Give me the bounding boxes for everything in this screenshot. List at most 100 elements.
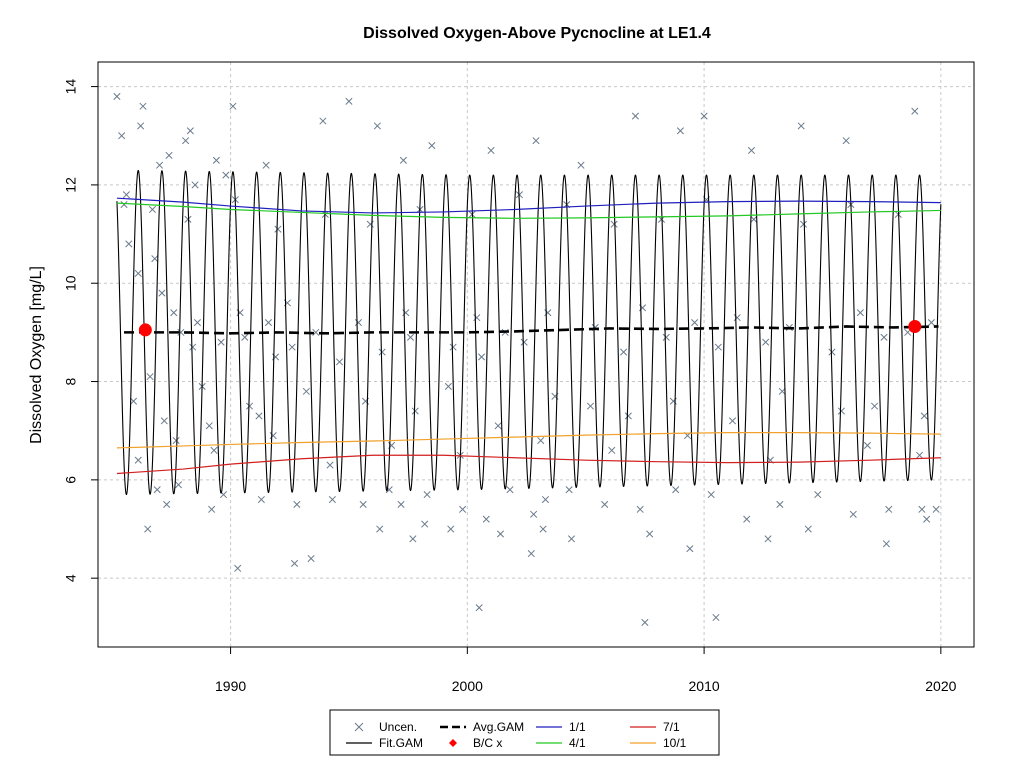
uncen-point <box>134 269 142 277</box>
uncen-point-stroke <box>428 142 436 150</box>
uncen-point <box>530 510 538 518</box>
uncen-point-stroke <box>172 436 180 445</box>
uncen-point <box>646 530 654 538</box>
uncen-point-stroke <box>274 225 282 233</box>
uncen-point-stroke <box>714 343 722 351</box>
uncen-point <box>217 338 225 346</box>
uncen-point-stroke <box>814 491 822 499</box>
legend-item: 10/1 <box>630 736 687 750</box>
uncen-point-stroke <box>335 358 344 366</box>
uncen-point <box>541 495 550 504</box>
bc-point <box>908 319 922 333</box>
uncen-point-stroke <box>160 417 168 425</box>
uncen-point <box>423 491 431 499</box>
uncen-point-stroke <box>932 505 940 513</box>
legend-item: B/C x <box>449 736 502 750</box>
uncen-point-stroke <box>496 530 505 538</box>
uncen-point-stroke <box>137 122 145 130</box>
uncen-point-stroke <box>144 525 152 533</box>
uncen-point-stroke <box>662 333 670 341</box>
series-lines <box>116 197 941 475</box>
uncen-point <box>172 436 180 445</box>
uncen-point-stroke <box>927 318 935 327</box>
fit-gam-line <box>116 169 942 496</box>
uncen-point-stroke <box>354 318 362 327</box>
uncen-point <box>290 559 299 567</box>
y-tick-label: 12 <box>63 177 79 193</box>
uncen-point <box>274 225 282 233</box>
uncen-point <box>707 491 715 499</box>
uncen-point-stroke <box>449 343 457 351</box>
uncen-point-stroke <box>217 338 225 346</box>
uncen-point <box>691 318 699 327</box>
uncen-point <box>918 505 926 513</box>
uncen-point-stroke <box>776 500 784 508</box>
uncen-point <box>837 407 845 415</box>
uncen-point <box>459 505 467 513</box>
uncen-point <box>797 122 805 130</box>
uncen-point <box>712 613 720 622</box>
uncen-point <box>804 525 812 533</box>
uncen-point <box>565 486 573 494</box>
legend-label: 1/1 <box>569 720 586 734</box>
uncen-point <box>532 137 540 145</box>
uncen-point <box>863 441 872 449</box>
uncen-point-stroke <box>222 171 230 179</box>
legend-item: Avg.GAM <box>440 720 524 734</box>
uncen-point <box>762 338 770 346</box>
uncen-point-stroke <box>728 417 737 425</box>
uncen-point <box>137 122 145 130</box>
uncen-point <box>189 343 197 351</box>
uncen-point-stroke <box>885 505 893 513</box>
uncen-point-stroke <box>676 127 684 135</box>
uncen-point-stroke <box>620 348 628 356</box>
uncen-point <box>139 102 147 110</box>
uncen-point-stroke <box>210 446 218 454</box>
uncen-point-stroke <box>212 156 220 164</box>
uncen-point-stroke <box>139 102 147 110</box>
uncen-point-stroke <box>567 535 576 543</box>
uncen-point-stroke <box>849 510 857 518</box>
uncen-point <box>586 402 595 410</box>
uncen-point <box>312 328 320 336</box>
uncen-point-stroke <box>376 525 384 533</box>
uncen-point <box>245 402 254 410</box>
uncen-point-stroke <box>871 402 879 410</box>
uncen-point-stroke <box>165 151 173 159</box>
x-tick-label: 2020 <box>925 678 956 694</box>
uncen-point <box>406 333 415 341</box>
uncen-point-stroke <box>134 269 142 277</box>
legend-label: Avg.GAM <box>473 720 524 734</box>
legend-item: 1/1 <box>536 720 586 734</box>
uncen-point <box>828 348 836 356</box>
uncen-point <box>750 215 758 223</box>
uncen-point <box>397 500 405 508</box>
uncen-point-stroke <box>134 456 142 464</box>
uncen-point-stroke <box>520 338 528 346</box>
legend-label: Fit.GAM <box>379 736 423 750</box>
uncen-point <box>373 122 381 130</box>
uncen-point <box>156 161 164 169</box>
uncen-point-stroke <box>234 564 242 572</box>
uncen-point <box>118 132 126 140</box>
uncen-point <box>125 240 133 248</box>
uncen-point-stroke <box>269 432 277 440</box>
uncen-point-stroke <box>797 122 805 130</box>
uncen-point-stroke <box>262 161 270 169</box>
legend-item: 7/1 <box>630 720 680 734</box>
uncen-point-stroke <box>359 500 367 508</box>
x-tick-label: 2010 <box>689 678 720 694</box>
y-tick-label: 10 <box>63 275 79 291</box>
uncen-point <box>610 220 618 228</box>
series-line-4-1 <box>116 202 941 219</box>
uncen-point <box>799 220 808 228</box>
uncen-point-stroke <box>712 613 720 622</box>
uncen-point <box>326 461 334 469</box>
legend-item: Fit.GAM <box>346 736 423 750</box>
uncen-point-stroke <box>764 535 772 543</box>
uncen-point <box>482 515 490 523</box>
series-line-7-1 <box>116 454 941 475</box>
legend-box <box>329 709 720 756</box>
uncen-point <box>264 318 273 327</box>
fit-gam-layer <box>116 169 942 496</box>
